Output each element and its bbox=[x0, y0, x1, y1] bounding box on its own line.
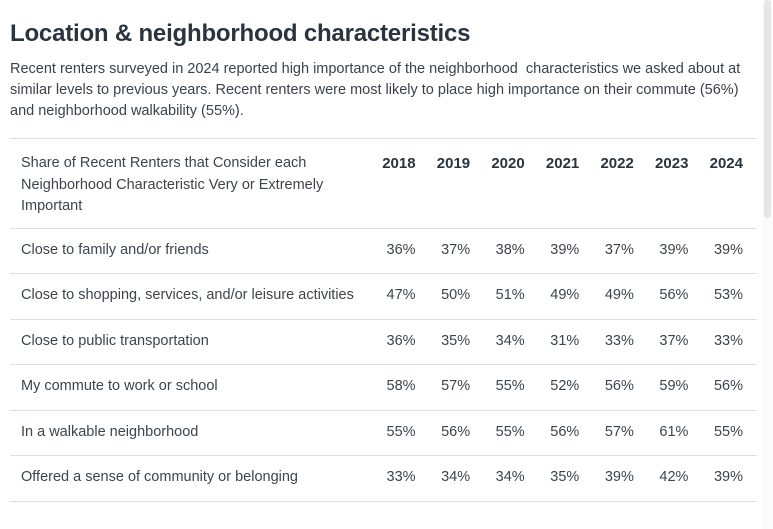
row-label: My commute to work or school bbox=[21, 378, 218, 394]
value-cell: 58% bbox=[386, 378, 416, 394]
value-cell: 56% bbox=[604, 378, 634, 394]
value-cell: 35% bbox=[441, 332, 471, 349]
row-label: Close to shopping, services, and/or leis… bbox=[21, 287, 354, 303]
value-cell: 51% bbox=[495, 287, 525, 303]
value-cell: 33% bbox=[604, 332, 634, 349]
value-cell: 55% bbox=[495, 423, 525, 440]
value-cell: 50% bbox=[441, 287, 471, 303]
table-row: Close to family and/or friends 36% 37% 38% 3… bbox=[10, 229, 757, 274]
table-header-row: Share of Recent Renters that Consider ea… bbox=[10, 139, 757, 229]
value-cell: 37% bbox=[441, 241, 471, 258]
value-cell: 36% bbox=[386, 332, 416, 349]
year-column-header: 2018 bbox=[382, 155, 416, 172]
value-cell: 36% bbox=[386, 241, 416, 258]
value-cell: 61% bbox=[659, 423, 689, 440]
value-cell: 55% bbox=[713, 423, 743, 440]
scrollbar-thumb[interactable] bbox=[764, 0, 771, 218]
year-column-header: 2019 bbox=[436, 155, 471, 172]
value-cell: 57% bbox=[604, 423, 634, 440]
value-cell: 35% bbox=[550, 469, 580, 485]
value-cell: 59% bbox=[659, 378, 689, 394]
report-section: Location & neighborhood characteristics … bbox=[10, 0, 757, 502]
value-cell: 39% bbox=[659, 241, 689, 258]
value-cell: 37% bbox=[604, 241, 634, 258]
value-cell: 33% bbox=[713, 332, 743, 349]
value-cell: 37% bbox=[659, 332, 689, 349]
value-cell: 55% bbox=[495, 378, 525, 394]
value-cell: 33% bbox=[386, 469, 416, 485]
year-column-header: 2022 bbox=[600, 155, 634, 172]
table-row: Close to public transportation 36% 35% 34% 3… bbox=[10, 320, 757, 365]
row-label: Close to family and/or friends bbox=[21, 241, 209, 258]
value-cell: 39% bbox=[604, 469, 634, 485]
value-cell: 34% bbox=[495, 332, 525, 349]
value-cell: 56% bbox=[659, 287, 689, 303]
value-cell: 55% bbox=[386, 423, 416, 440]
value-cell: 34% bbox=[441, 469, 471, 485]
intro-paragraph: Recent renters surveyed in 2024 reported… bbox=[10, 61, 745, 119]
value-cell: 49% bbox=[550, 287, 580, 303]
year-column-header: 2023 bbox=[655, 155, 689, 172]
year-column-header: 2020 bbox=[491, 155, 525, 172]
value-cell: 39% bbox=[550, 241, 580, 258]
table-header-label: Share of Recent Renters that Consider ea… bbox=[21, 155, 324, 214]
value-cell: 49% bbox=[604, 287, 634, 303]
value-cell: 39% bbox=[713, 469, 743, 485]
value-cell: 34% bbox=[495, 469, 525, 485]
value-cell: 47% bbox=[386, 287, 416, 303]
row-label: Close to public transportation bbox=[21, 332, 209, 349]
row-label: Offered a sense of community or belongin… bbox=[21, 469, 299, 485]
value-cell: 56% bbox=[713, 378, 743, 394]
table-row: Offered a sense of community or belongin… bbox=[10, 456, 757, 502]
value-cell: 31% bbox=[550, 332, 580, 349]
value-cell: 53% bbox=[713, 287, 743, 303]
table-row: Close to shopping, services, and/or leis… bbox=[10, 274, 757, 320]
value-cell: 39% bbox=[713, 241, 743, 258]
year-column-header: 2024 bbox=[709, 155, 743, 172]
row-label: In a walkable neighborhood bbox=[21, 423, 199, 440]
value-cell: 42% bbox=[659, 469, 689, 485]
table-row: In a walkable neighborhood 55% 56% 55% 56% 57… bbox=[10, 411, 757, 456]
page-title: Location & neighborhood characteristics bbox=[10, 20, 471, 47]
value-cell: 38% bbox=[495, 241, 525, 258]
table-row: My commute to work or school 58% 57% 55% 52%… bbox=[10, 365, 757, 411]
value-cell: 56% bbox=[441, 423, 471, 440]
neighborhood-characteristics-table: Share of Recent Renters that Consider ea… bbox=[10, 138, 757, 502]
value-cell: 52% bbox=[550, 378, 580, 394]
value-cell: 56% bbox=[550, 423, 580, 440]
year-column-header: 2021 bbox=[545, 155, 580, 172]
value-cell: 57% bbox=[441, 378, 471, 394]
scrollbar-track[interactable] bbox=[762, 0, 773, 529]
